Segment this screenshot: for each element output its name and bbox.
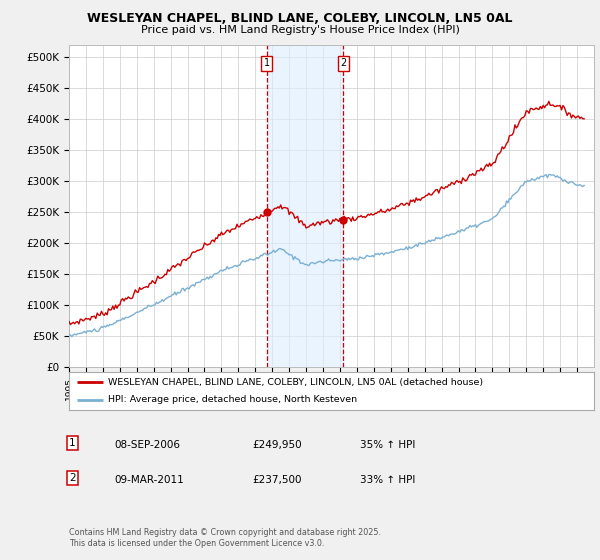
Text: 2: 2 bbox=[69, 473, 76, 483]
Text: £237,500: £237,500 bbox=[252, 475, 302, 485]
Text: WESLEYAN CHAPEL, BLIND LANE, COLEBY, LINCOLN, LN5 0AL: WESLEYAN CHAPEL, BLIND LANE, COLEBY, LIN… bbox=[87, 12, 513, 25]
Text: 08-SEP-2006: 08-SEP-2006 bbox=[114, 440, 180, 450]
Text: Contains HM Land Registry data © Crown copyright and database right 2025.
This d: Contains HM Land Registry data © Crown c… bbox=[69, 528, 381, 548]
Text: HPI: Average price, detached house, North Kesteven: HPI: Average price, detached house, Nort… bbox=[109, 395, 358, 404]
Text: 09-MAR-2011: 09-MAR-2011 bbox=[114, 475, 184, 485]
Text: 35% ↑ HPI: 35% ↑ HPI bbox=[360, 440, 415, 450]
Text: WESLEYAN CHAPEL, BLIND LANE, COLEBY, LINCOLN, LN5 0AL (detached house): WESLEYAN CHAPEL, BLIND LANE, COLEBY, LIN… bbox=[109, 377, 484, 386]
Text: 1: 1 bbox=[264, 58, 270, 68]
Text: Price paid vs. HM Land Registry's House Price Index (HPI): Price paid vs. HM Land Registry's House … bbox=[140, 25, 460, 35]
Text: 1: 1 bbox=[69, 438, 76, 448]
Text: 2: 2 bbox=[340, 58, 346, 68]
Text: £249,950: £249,950 bbox=[252, 440, 302, 450]
Text: 33% ↑ HPI: 33% ↑ HPI bbox=[360, 475, 415, 485]
